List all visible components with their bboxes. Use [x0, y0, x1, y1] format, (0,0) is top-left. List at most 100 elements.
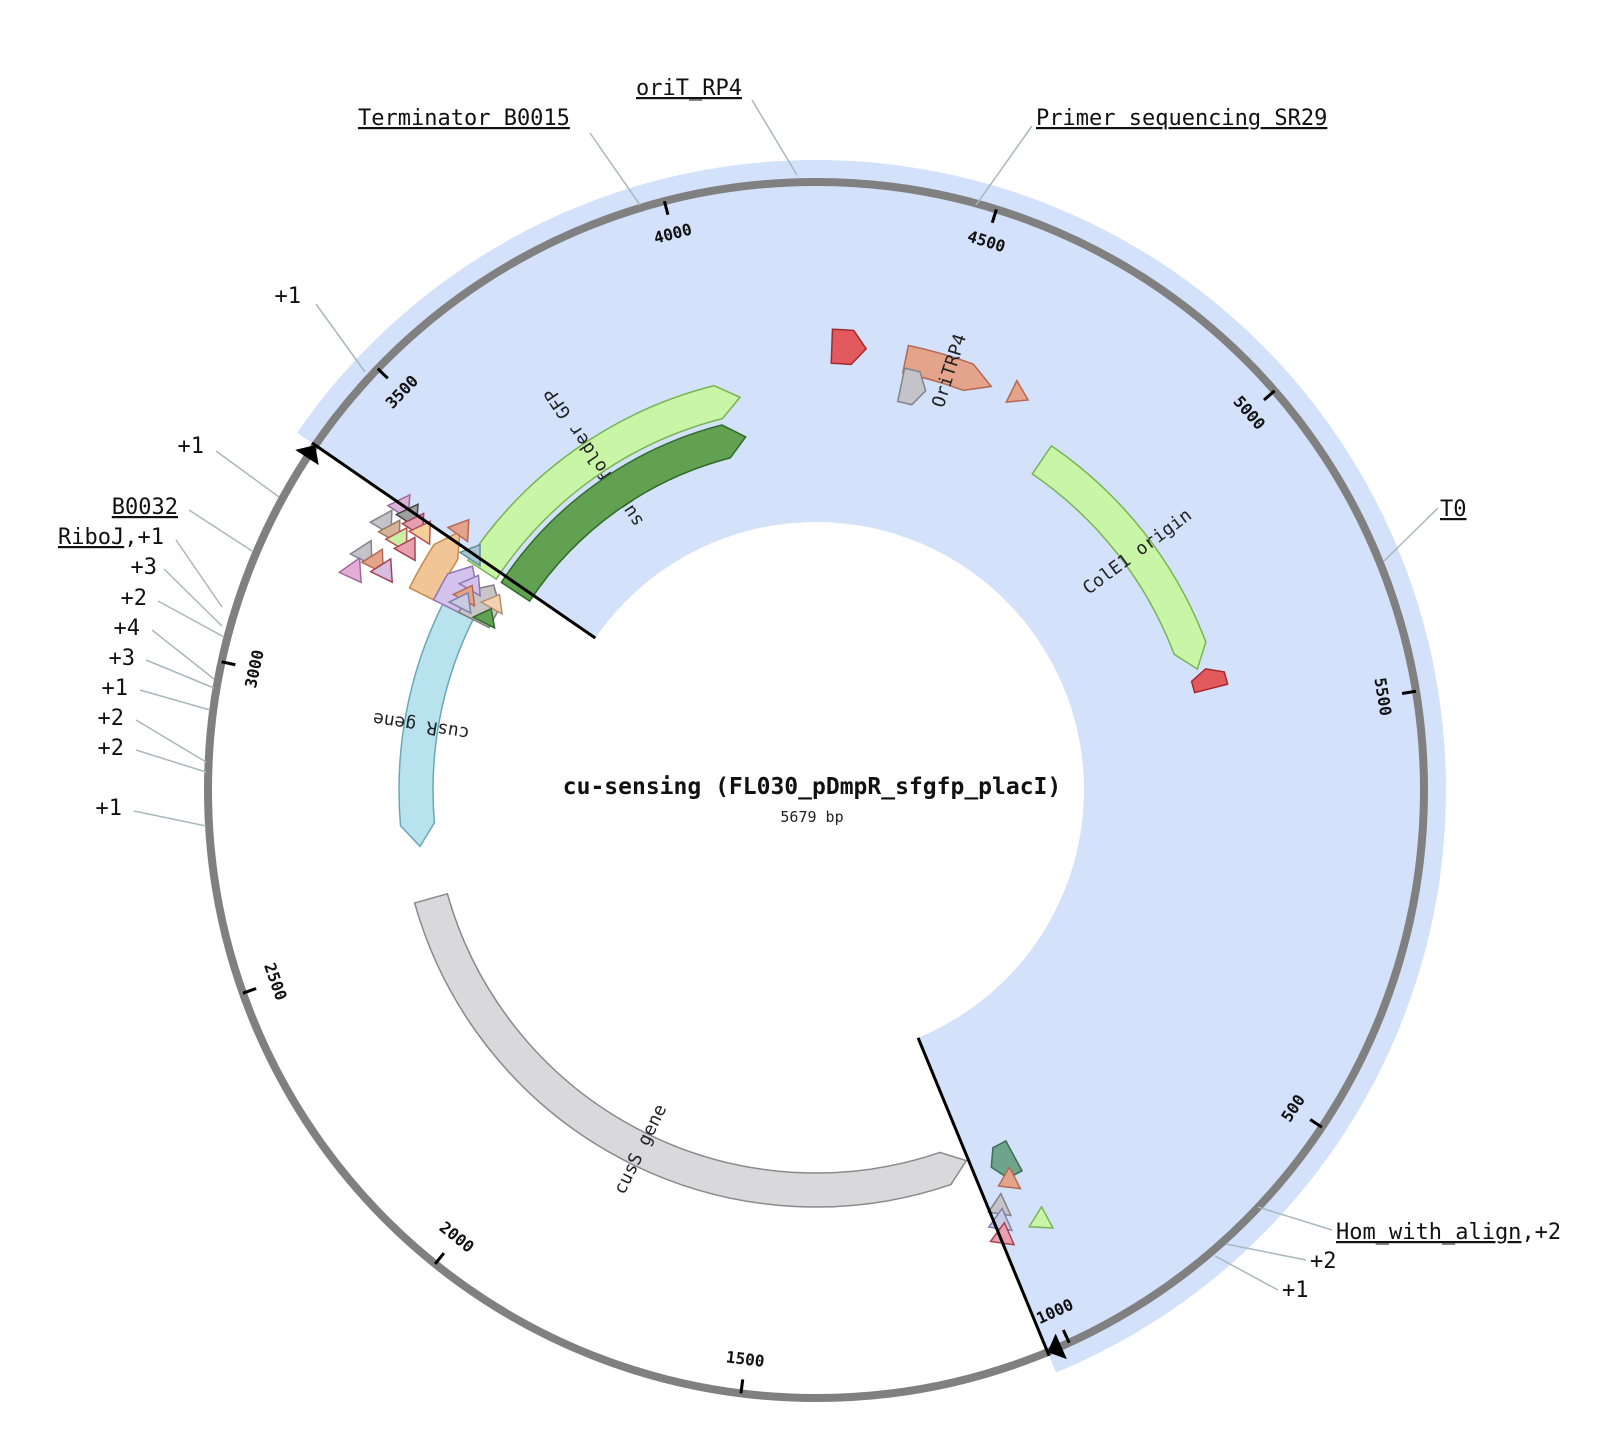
annotation-label-name: +3: [109, 646, 136, 671]
annotation-mark[interactable]: [471, 607, 496, 630]
annotation-label-name: +2: [121, 586, 148, 611]
annotation-label-name: +4: [114, 616, 141, 641]
tick-1500: [739, 1379, 745, 1394]
annotation-mark[interactable]: [337, 556, 362, 584]
leader-line: [1257, 1206, 1333, 1231]
cut-end-marker[interactable]: [1047, 1333, 1067, 1360]
annotation-mark[interactable]: [1005, 379, 1030, 404]
leader-line: [215, 450, 280, 498]
leader-line: [315, 303, 366, 373]
center-title: cu-sensing (FL030_pDmpR_sfgfp_placI) 567…: [563, 774, 1062, 826]
annotation-label-name: +2: [1310, 1249, 1337, 1274]
feature-grey-small-top[interactable]: [896, 367, 927, 406]
annotation-label-name: Primer sequencing SR29: [1036, 106, 1327, 131]
leader-line: [1225, 1243, 1307, 1261]
backbone-ring: [204, 178, 1428, 1402]
annotation-label[interactable]: Primer sequencing SR29: [1036, 106, 1327, 131]
annotation-label-name: +1: [96, 796, 123, 821]
feature-superfolder-gfp[interactable]: [466, 384, 742, 581]
leader-line: [133, 810, 207, 827]
plasmid-length: 5679 bp: [780, 808, 843, 826]
annotation-label[interactable]: +1: [1282, 1278, 1309, 1303]
annotation-label-name: RiboJ: [58, 525, 124, 550]
annotation-label-name: +1: [1282, 1278, 1309, 1303]
annotation-label[interactable]: +3: [131, 555, 158, 580]
annotation-label[interactable]: +2: [98, 736, 125, 761]
feature-green-block[interactable]: [500, 424, 747, 603]
annotation-label[interactable]: +2: [121, 586, 148, 611]
cut-site-lines: [295, 441, 1067, 1360]
annotation-label-name: Hom_with_align: [1336, 1220, 1521, 1245]
feature-cole1-origin[interactable]: [1031, 444, 1207, 671]
leader-line: [157, 600, 225, 638]
plasmid-title: cu-sensing (FL030_pDmpR_sfgfp_placI): [563, 774, 1062, 800]
tick-label-2500: 2500: [260, 960, 291, 1003]
cut-end-line[interactable]: [916, 1037, 1051, 1357]
annotation-label-suffix: ,+2: [1521, 1220, 1561, 1245]
annotation-label-suffix: ,+1: [124, 525, 164, 550]
tick-2500: [242, 987, 257, 995]
feature-red-feature-right[interactable]: [1190, 668, 1229, 694]
annotation-label-name: oriT_RP4: [636, 76, 742, 101]
tick-label-3000: 3000: [241, 648, 268, 690]
leader-line: [175, 539, 223, 608]
annotation-label-name: Terminator B0015: [358, 106, 570, 131]
annotation-label[interactable]: +4: [114, 616, 141, 641]
tick-label-2000: 2000: [436, 1218, 478, 1257]
annotation-label[interactable]: +2: [1310, 1249, 1337, 1274]
annotation-mark[interactable]: [458, 543, 481, 568]
annotation-mark[interactable]: [446, 518, 470, 543]
leader-line: [145, 659, 215, 689]
annotation-label[interactable]: T0: [1440, 497, 1467, 522]
annotation-label[interactable]: Terminator B0015: [358, 106, 570, 131]
leader-line: [975, 125, 1033, 206]
tick-label-1500: 1500: [725, 1347, 766, 1371]
backbone-circle: [204, 178, 1428, 1402]
leader-line: [188, 509, 253, 552]
feature-red-feature-left[interactable]: [830, 328, 868, 366]
cut-start-line[interactable]: [311, 441, 597, 640]
annotation-label-name: T0: [1440, 497, 1467, 522]
tick-3500: [376, 367, 389, 380]
leader-line: [1214, 1255, 1279, 1291]
tick-5000: [1263, 389, 1276, 402]
feature-teal-feature[interactable]: [990, 1139, 1024, 1179]
leader-line: [151, 629, 215, 680]
annotation-label-name: +1: [102, 676, 129, 701]
annotation-label[interactable]: +1: [178, 434, 205, 459]
annotation-mark[interactable]: [447, 591, 472, 615]
annotation-mark[interactable]: [369, 557, 394, 584]
annotation-label[interactable]: oriT_RP4: [636, 76, 742, 101]
tick-500: [1309, 1118, 1323, 1129]
annotation-mark[interactable]: [407, 520, 432, 546]
annotation-label-name: +2: [98, 736, 125, 761]
annotation-mark[interactable]: [997, 1165, 1022, 1190]
tick-1000: [1061, 1329, 1071, 1344]
tick-2000: [433, 1252, 446, 1265]
leader-line: [135, 749, 207, 773]
annotation-label[interactable]: +2: [98, 706, 125, 731]
tick-4000: [662, 200, 670, 216]
leader-line: [135, 719, 207, 763]
annotation-label-name: B0032: [112, 495, 178, 520]
leader-line: [139, 689, 211, 711]
annotation-label[interactable]: +1: [275, 284, 302, 309]
cut-start-marker[interactable]: [295, 445, 319, 466]
annotation-mark[interactable]: [1027, 1205, 1055, 1229]
leader-line: [1383, 507, 1439, 562]
annotation-label[interactable]: +1: [96, 796, 123, 821]
feature-cuss-gene[interactable]: [413, 892, 968, 1208]
leader-line: [751, 99, 798, 176]
leader-line: [589, 132, 641, 206]
tick-4500: [990, 208, 998, 224]
annotation-labels: Terminator B0015 oriT_RP4 Primer sequencin…: [58, 76, 1561, 1303]
annotation-label[interactable]: RiboJ,+1: [58, 525, 164, 550]
annotation-label[interactable]: B0032: [112, 495, 178, 520]
annotation-label[interactable]: Hom_with_align,+2: [1336, 1220, 1561, 1245]
annotation-label-name: +3: [131, 555, 158, 580]
annotation-label[interactable]: +1: [102, 676, 129, 701]
tick-5500: [1401, 689, 1417, 696]
annotation-label[interactable]: +3: [109, 646, 136, 671]
annotation-mark[interactable]: [392, 536, 416, 562]
